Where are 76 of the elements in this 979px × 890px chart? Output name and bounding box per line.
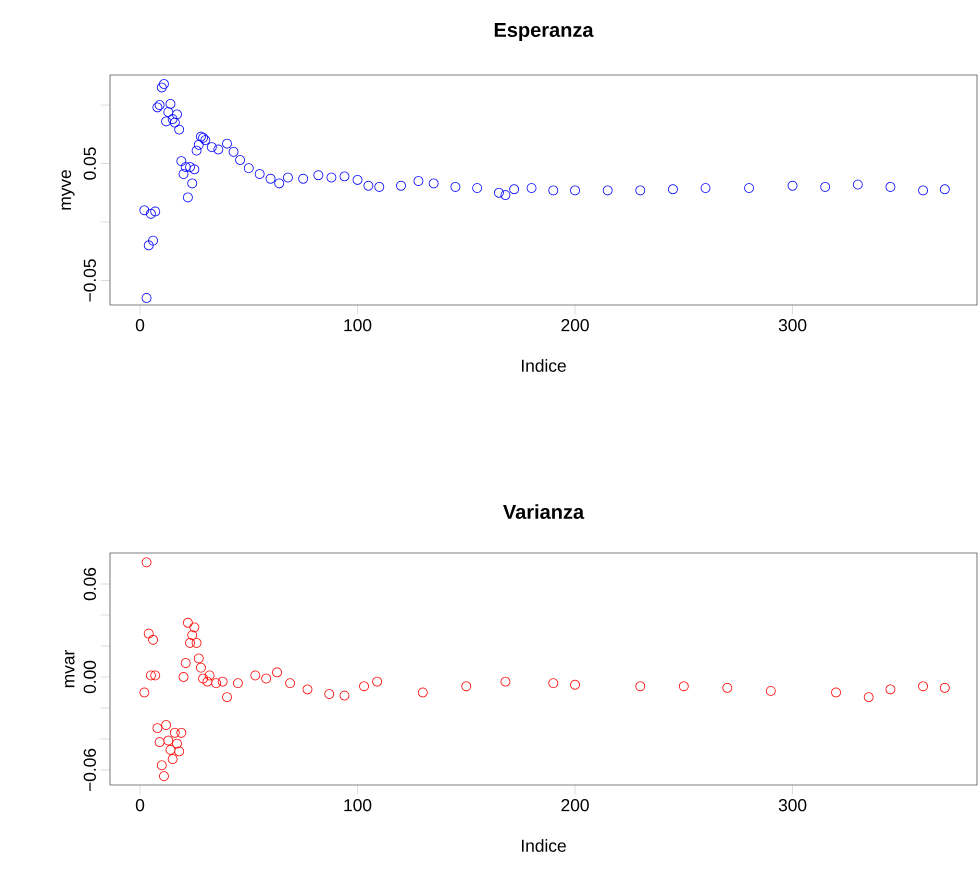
point: [222, 692, 232, 702]
point: [204, 670, 215, 680]
point: [182, 618, 193, 628]
point: [192, 638, 202, 648]
point: [178, 672, 188, 682]
point: [250, 670, 260, 680]
chart-title: Esperanza: [494, 23, 594, 41]
x-tick-label: 0: [136, 319, 144, 332]
x-tick-label: 300: [778, 319, 806, 332]
y-tick-label: 0.00: [84, 660, 96, 694]
point: [500, 676, 510, 687]
point: [570, 680, 580, 690]
point: [180, 658, 191, 668]
x-tick-label: 0: [136, 799, 144, 812]
point: [272, 667, 282, 678]
point: [340, 690, 350, 701]
point: [918, 681, 928, 692]
point: [285, 678, 296, 688]
x-tick-label: 200: [561, 799, 589, 812]
x-tick-label: 100: [344, 319, 372, 332]
point: [461, 681, 472, 692]
x-axis-title: Indice: [522, 839, 566, 852]
point: [170, 728, 180, 738]
point: [261, 674, 272, 684]
x-axis-title: Indice: [522, 359, 566, 372]
point: [166, 744, 176, 755]
point: [176, 728, 186, 738]
point: [156, 760, 167, 770]
point: [372, 676, 382, 687]
y-tick-label: 0.06: [84, 568, 96, 600]
y-tick-label: −0.06: [84, 748, 96, 792]
y-axis-title: mvar: [65, 650, 75, 688]
point: [161, 720, 172, 730]
point: [152, 723, 162, 734]
y-tick-label: 0.05: [84, 147, 96, 180]
point: [139, 688, 150, 698]
point: [548, 678, 558, 688]
point: [418, 688, 428, 698]
point: [831, 688, 841, 698]
x-tick-label: 300: [778, 799, 806, 812]
point: [142, 557, 152, 568]
point: [864, 692, 874, 702]
point: [174, 746, 184, 756]
point: [172, 738, 182, 749]
chart-title: Varianza: [503, 504, 584, 519]
x-tick-label: 200: [561, 319, 589, 332]
point: [189, 622, 200, 632]
y-axis-title: myve: [62, 170, 75, 210]
point: [232, 678, 243, 688]
point: [886, 684, 896, 694]
point: [187, 630, 198, 640]
y-tick-label: −0.05: [84, 259, 96, 302]
point: [678, 681, 689, 692]
point: [302, 684, 312, 694]
point: [218, 676, 228, 687]
x-tick-label: 100: [344, 799, 372, 812]
point: [722, 682, 732, 693]
point: [163, 736, 174, 746]
point: [185, 638, 195, 648]
point: [940, 682, 950, 693]
point: [144, 628, 154, 639]
point: [635, 681, 646, 692]
point: [154, 737, 165, 748]
point: [159, 771, 169, 782]
point: [766, 686, 776, 696]
point: [150, 670, 160, 680]
point: [211, 678, 222, 688]
point: [324, 689, 334, 699]
point: [202, 676, 212, 687]
point: [168, 754, 178, 764]
point: [148, 634, 158, 645]
point: [196, 662, 206, 673]
point: [359, 681, 369, 692]
point: [146, 670, 156, 680]
point: [194, 653, 204, 664]
point: [198, 674, 208, 684]
